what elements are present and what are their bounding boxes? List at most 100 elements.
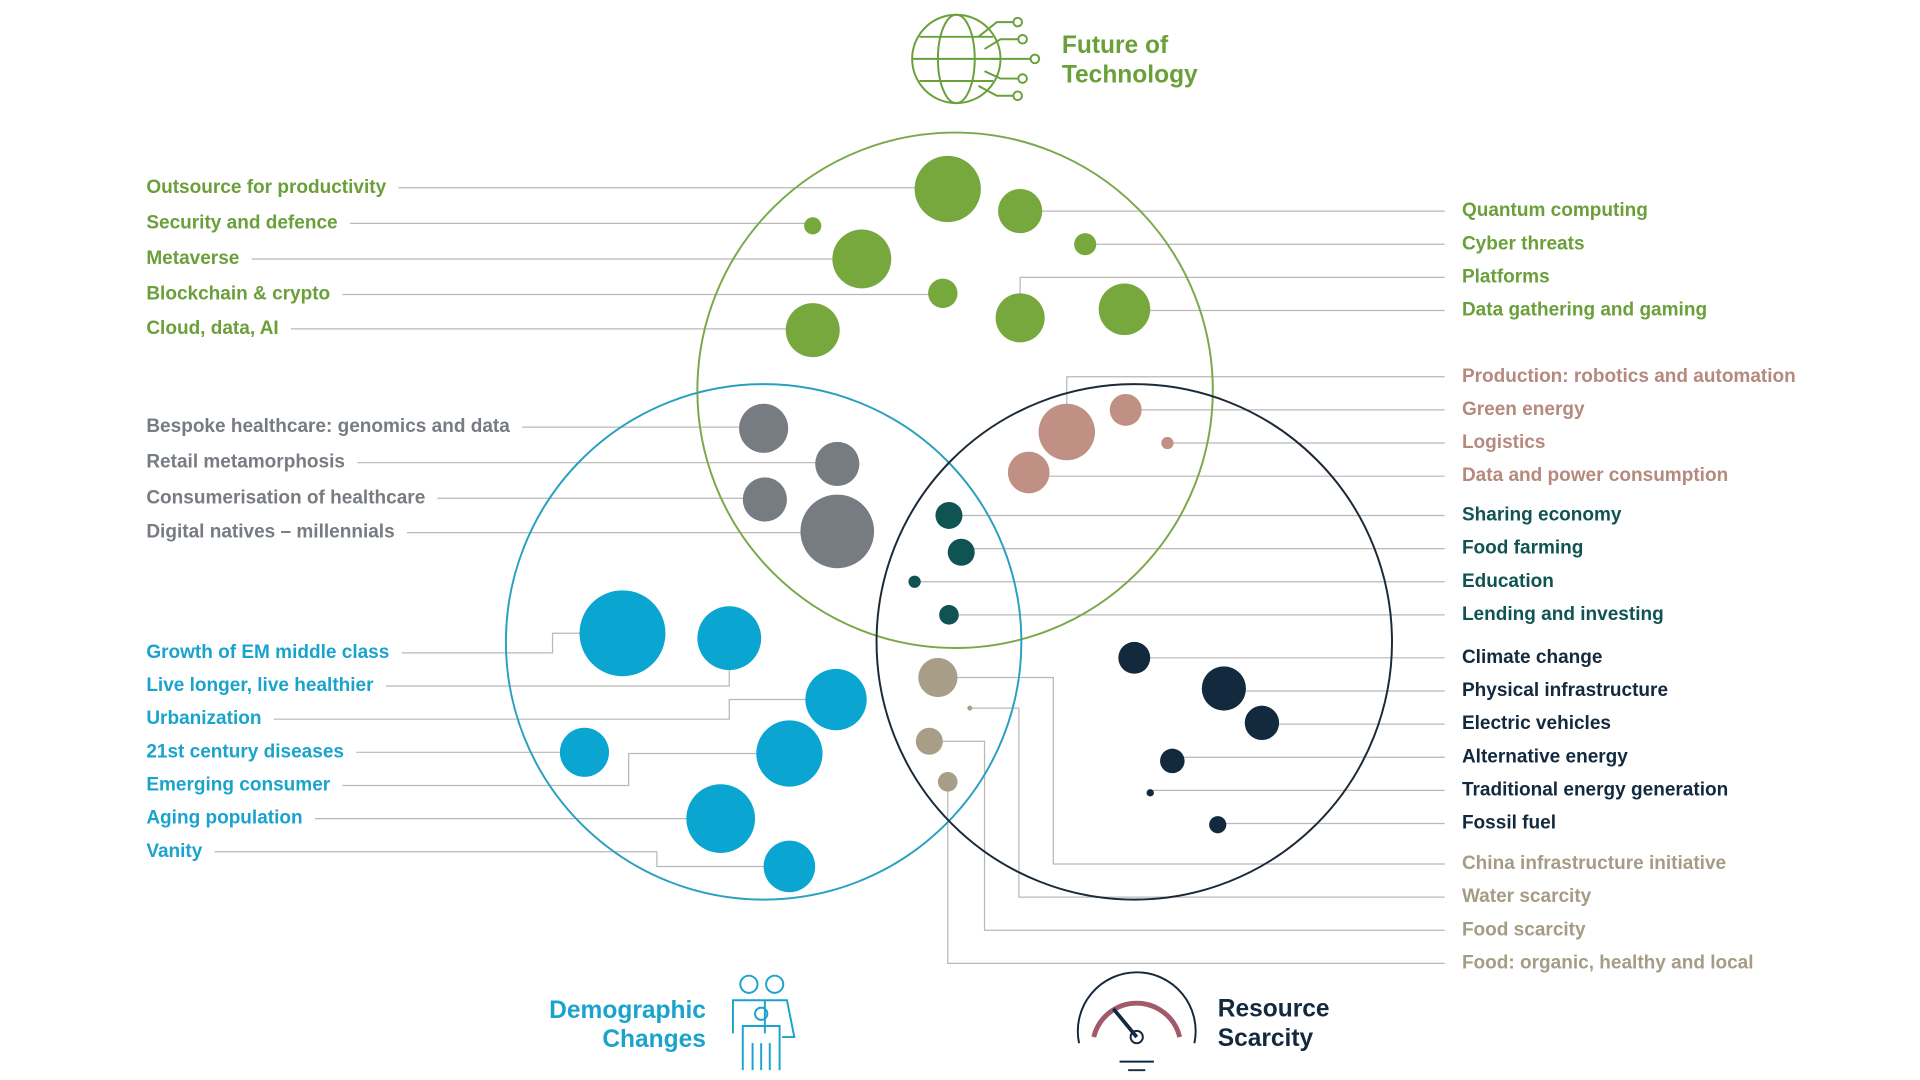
leader-line	[349, 222, 814, 226]
technology-icon	[911, 13, 1041, 105]
item-label: Outsource for productivity	[146, 177, 386, 198]
item-label: Live longer, live healthier	[146, 675, 374, 696]
leader-line	[290, 328, 814, 331]
bubble	[1038, 403, 1095, 461]
bubble	[742, 477, 787, 522]
bubble	[800, 494, 875, 569]
theme-title: Scarcity	[1218, 1025, 1314, 1052]
bubble	[1201, 666, 1246, 711]
item-label: China infrastructure initiative	[1462, 853, 1726, 874]
leader-line	[398, 187, 949, 189]
leader-line	[1171, 756, 1445, 761]
item-label: Sharing economy	[1462, 504, 1622, 525]
demographic-circle	[504, 383, 1023, 901]
bubble	[1146, 789, 1154, 797]
item-label: Logistics	[1462, 432, 1545, 453]
item-label: Food farming	[1462, 538, 1583, 559]
item-label: Vanity	[146, 841, 202, 862]
bubble	[804, 217, 822, 235]
bubble	[947, 538, 975, 566]
leader-line	[960, 547, 1445, 553]
item-label: Platforms	[1462, 266, 1550, 287]
bubble	[915, 727, 943, 755]
theme-title: Changes	[602, 1026, 706, 1053]
item-label: Traditional energy generation	[1462, 779, 1728, 800]
bubble	[1074, 233, 1097, 256]
item-label: Growth of EM middle class	[146, 642, 389, 663]
bubble	[1098, 283, 1151, 336]
leader-line	[1028, 472, 1445, 477]
theme-title: Resource	[1218, 996, 1330, 1023]
item-label: Physical infrastructure	[1462, 680, 1668, 701]
item-label: Food: organic, healthy and local	[1462, 952, 1754, 973]
leader-line	[342, 293, 944, 296]
item-label: Bespoke healthcare: genomics and data	[146, 416, 510, 437]
resource-circle	[875, 383, 1393, 901]
bubble	[1007, 451, 1050, 494]
bubble	[756, 720, 823, 787]
item-label: Electric vehicles	[1462, 713, 1611, 734]
bubble	[686, 784, 756, 853]
item-label: Alternative energy	[1462, 746, 1628, 767]
demographic-icon	[731, 974, 796, 1071]
leader-lines	[214, 187, 1445, 965]
bubble	[1209, 816, 1227, 834]
leader-line	[522, 426, 765, 429]
item-label: Retail metamorphosis	[146, 452, 345, 473]
bubble	[918, 657, 958, 698]
leader-line	[357, 462, 838, 464]
theme-title: Technology	[1062, 62, 1198, 89]
bubble	[763, 840, 816, 893]
bubble	[914, 155, 981, 223]
item-label: Fossil fuel	[1462, 813, 1556, 834]
leader-line	[969, 707, 1445, 898]
bubble	[739, 403, 789, 453]
leader-line	[214, 851, 790, 868]
bubble	[937, 771, 958, 792]
item-label: Water scarcity	[1462, 886, 1592, 907]
bubble	[995, 293, 1045, 343]
item-label: 21st century diseases	[146, 741, 344, 762]
item-label: Urbanization	[146, 708, 261, 729]
leader-line	[437, 497, 766, 500]
item-label: Cloud, data, AI	[146, 318, 278, 339]
item-label: Aging population	[146, 808, 302, 829]
bubble	[998, 189, 1043, 234]
bubble	[832, 229, 892, 289]
leader-line	[1149, 789, 1445, 793]
labels: Outsource for productivity Security and d…	[146, 177, 1795, 974]
bubble	[785, 303, 840, 358]
item-label: Green energy	[1462, 399, 1585, 420]
bubbles	[559, 155, 1280, 893]
leader-line	[937, 676, 1445, 865]
bubble	[815, 441, 860, 486]
bubble	[697, 606, 762, 671]
bubble	[1160, 748, 1185, 774]
item-label: Production: robotics and automation	[1462, 366, 1796, 387]
leader-line	[1223, 688, 1445, 692]
item-label: Cyber threats	[1462, 233, 1585, 254]
theme-title: Demographic	[549, 997, 706, 1024]
bubble	[908, 575, 921, 588]
item-label: Blockchain & crypto	[146, 284, 330, 305]
item-label: Quantum computing	[1462, 200, 1648, 221]
bubble	[935, 501, 963, 529]
leader-line	[947, 781, 1445, 965]
bubble	[559, 727, 609, 777]
item-label: Metaverse	[146, 248, 239, 269]
bubble	[1109, 393, 1142, 426]
bubble	[939, 605, 959, 625]
leader-line	[1019, 276, 1445, 318]
leader-line	[1123, 309, 1445, 312]
leader-line	[929, 740, 1445, 931]
leader-line	[385, 638, 730, 687]
bubble	[579, 590, 666, 677]
leader-line	[406, 531, 838, 534]
bubble	[1118, 641, 1151, 674]
item-label: Lending and investing	[1462, 604, 1664, 625]
item-label: Food scarcity	[1462, 919, 1586, 940]
leader-line	[273, 698, 837, 720]
bubble	[1244, 705, 1280, 741]
leader-line	[1217, 822, 1445, 825]
